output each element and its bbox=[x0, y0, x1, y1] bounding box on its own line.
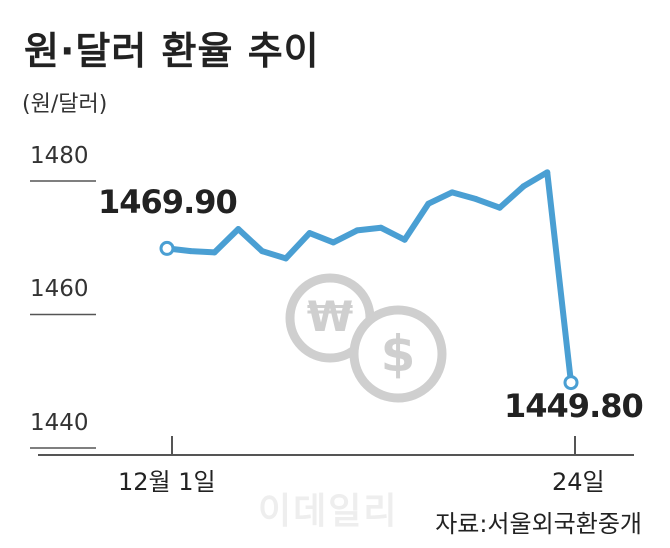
watermark-logo: 이데일리 bbox=[258, 491, 399, 532]
x-tick-label-end: 24일 bbox=[552, 468, 605, 496]
chart-title: 원·달러 환율 추이 bbox=[24, 29, 320, 73]
source-note: 자료:서울외국환중개 bbox=[435, 510, 642, 538]
data-point-15 bbox=[520, 183, 527, 190]
svg-text:₩: ₩ bbox=[307, 292, 353, 341]
y-tick-label-1440: 1440 bbox=[30, 410, 89, 436]
start-value-label: 1469.90 bbox=[98, 183, 238, 221]
y-tick-label-1480: 1480 bbox=[30, 143, 89, 169]
data-point-8 bbox=[354, 227, 361, 234]
data-point-0 bbox=[159, 240, 175, 256]
data-point-13 bbox=[472, 196, 479, 203]
data-point-12 bbox=[449, 189, 456, 196]
data-point-9 bbox=[377, 224, 384, 231]
y-tick-label-1460: 1460 bbox=[30, 276, 89, 302]
data-point-1 bbox=[187, 248, 194, 255]
data-point-3 bbox=[235, 226, 242, 233]
y-tick-lines bbox=[30, 180, 96, 449]
series-group bbox=[159, 169, 579, 391]
series-line bbox=[164, 169, 574, 386]
data-point-11 bbox=[425, 200, 432, 207]
x-tick-label-start: 12월 1일 bbox=[118, 468, 216, 496]
end-value-label: 1449.80 bbox=[504, 387, 644, 425]
dollar-coin-icon: $ bbox=[349, 305, 447, 403]
data-point-7 bbox=[330, 239, 337, 246]
svg-text:$: $ bbox=[381, 325, 416, 383]
data-point-14 bbox=[496, 204, 503, 211]
data-point-4 bbox=[259, 248, 266, 255]
coin-illustration: ₩ $ bbox=[285, 273, 447, 403]
data-point-10 bbox=[401, 236, 408, 243]
data-point-2 bbox=[211, 249, 218, 256]
data-point-16 bbox=[544, 169, 551, 176]
y-axis-unit: (원/달러) bbox=[22, 92, 108, 117]
data-point-17 bbox=[563, 375, 579, 391]
data-point-5 bbox=[282, 255, 289, 262]
data-point-6 bbox=[306, 230, 313, 237]
